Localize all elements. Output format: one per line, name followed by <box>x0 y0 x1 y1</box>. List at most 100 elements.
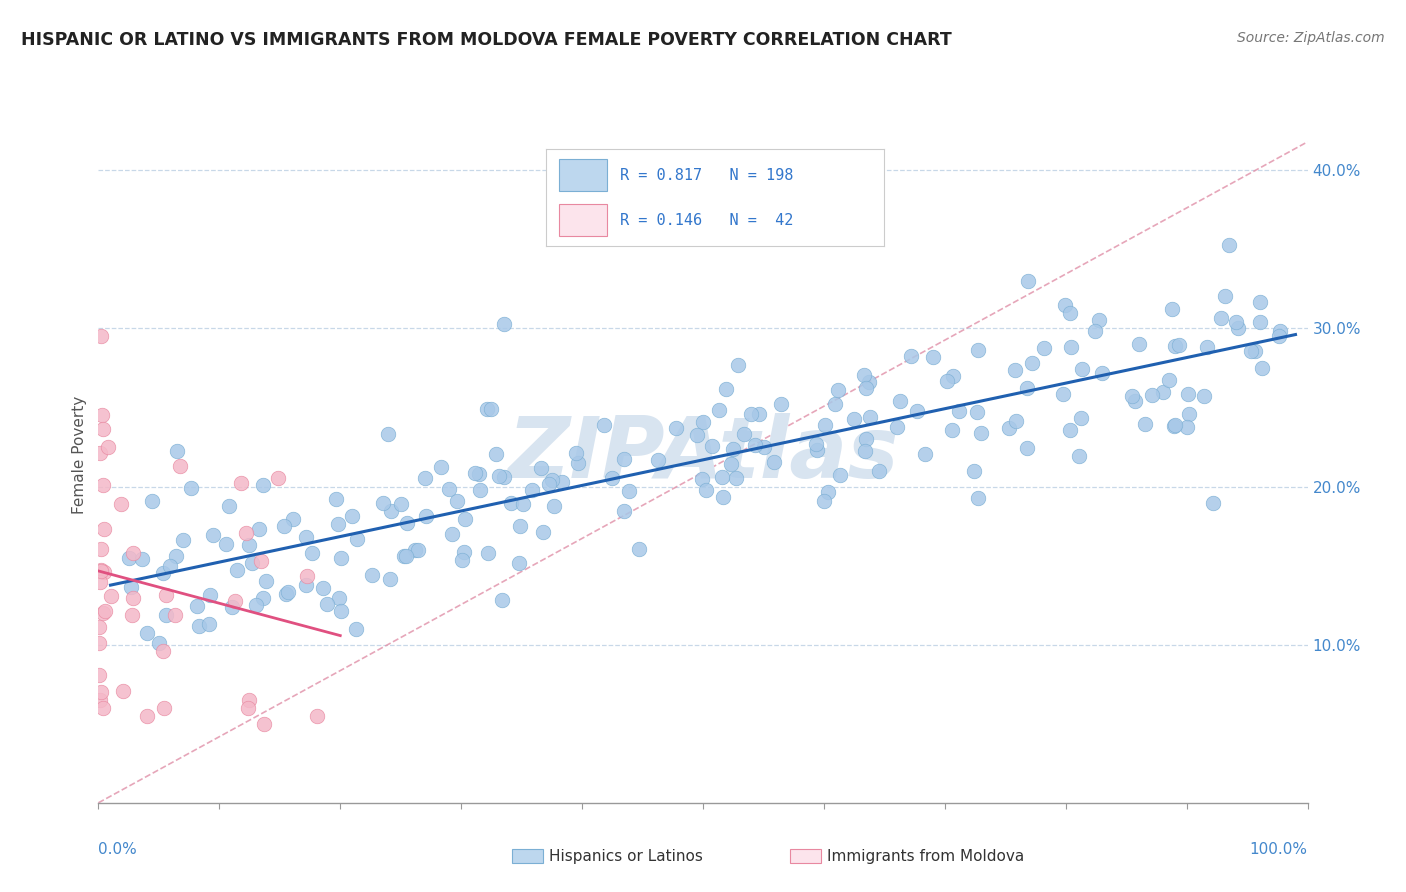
Point <box>218 500 240 514</box>
Point <box>1213 288 1236 302</box>
Text: ZIPAtlas: ZIPAtlas <box>508 413 898 497</box>
Point <box>122 546 145 560</box>
Point <box>371 495 394 509</box>
Point <box>238 537 260 551</box>
Point <box>830 467 852 482</box>
Point <box>152 566 174 580</box>
Point <box>512 496 534 510</box>
Point <box>970 426 993 441</box>
Point <box>479 402 502 417</box>
Point <box>769 397 792 411</box>
Point <box>198 589 221 603</box>
Point <box>238 701 260 715</box>
Point <box>360 568 382 582</box>
Point <box>392 549 415 563</box>
Point <box>1240 343 1263 358</box>
Point <box>446 493 468 508</box>
Point <box>1267 329 1289 343</box>
Point <box>868 464 890 478</box>
Point <box>1251 361 1274 376</box>
Point <box>91 701 114 715</box>
Point <box>221 599 243 614</box>
Point <box>1164 339 1187 353</box>
Point <box>377 426 399 441</box>
Point <box>238 693 260 707</box>
Text: 100.0%: 100.0% <box>1250 842 1308 857</box>
Point <box>328 591 350 605</box>
Point <box>153 701 176 715</box>
Point <box>1017 381 1039 395</box>
Point <box>87 636 110 650</box>
Point <box>711 490 734 504</box>
Point <box>346 532 368 546</box>
Point <box>814 417 837 432</box>
Point <box>1070 411 1092 425</box>
Point <box>415 509 437 524</box>
Point <box>141 494 163 508</box>
Point <box>453 544 475 558</box>
Point <box>301 546 323 560</box>
Point <box>613 504 636 518</box>
Point <box>859 409 882 424</box>
Point <box>1159 373 1181 387</box>
Point <box>1163 419 1185 434</box>
Point <box>90 685 112 699</box>
Point <box>330 550 353 565</box>
Point <box>593 417 616 432</box>
Point <box>721 442 744 456</box>
Point <box>406 542 429 557</box>
Point <box>229 476 252 491</box>
Point <box>1005 414 1028 428</box>
Point <box>733 427 755 442</box>
Point <box>294 578 316 592</box>
Point <box>295 569 318 583</box>
Point <box>305 708 328 723</box>
Point <box>91 478 114 492</box>
Point <box>252 591 274 606</box>
Point <box>1015 441 1038 455</box>
Point <box>724 471 747 485</box>
Point <box>90 564 112 578</box>
Point <box>538 476 561 491</box>
Point <box>441 526 464 541</box>
Point <box>451 553 474 567</box>
Point <box>541 473 564 487</box>
Point <box>1161 301 1184 316</box>
Point <box>1177 387 1199 401</box>
Point <box>97 440 120 454</box>
Point <box>702 439 724 453</box>
Point <box>247 523 270 537</box>
Point <box>165 549 187 563</box>
Point <box>567 457 589 471</box>
Point <box>395 516 418 531</box>
Point <box>1140 388 1163 402</box>
Point <box>250 554 273 568</box>
Point <box>508 556 530 570</box>
Point <box>1060 340 1083 354</box>
Point <box>936 374 959 388</box>
Point <box>1192 389 1215 403</box>
Point <box>165 607 187 622</box>
Point <box>1054 298 1077 312</box>
Point <box>1071 362 1094 376</box>
Point <box>710 470 733 484</box>
Point <box>1178 407 1201 421</box>
Point <box>565 446 588 460</box>
Point <box>276 587 298 601</box>
Point <box>1175 420 1198 434</box>
Point <box>316 597 339 611</box>
Point <box>430 460 453 475</box>
Text: Hispanics or Latinos: Hispanics or Latinos <box>548 849 703 863</box>
Point <box>89 575 111 590</box>
Point <box>966 404 988 418</box>
Point <box>824 397 846 411</box>
Point <box>804 437 827 451</box>
Point <box>1004 362 1026 376</box>
Point <box>1017 274 1039 288</box>
Point <box>121 591 143 605</box>
Point <box>853 443 876 458</box>
Point <box>600 470 623 484</box>
Point <box>413 471 436 485</box>
Point <box>494 318 516 332</box>
Point <box>1133 417 1156 431</box>
